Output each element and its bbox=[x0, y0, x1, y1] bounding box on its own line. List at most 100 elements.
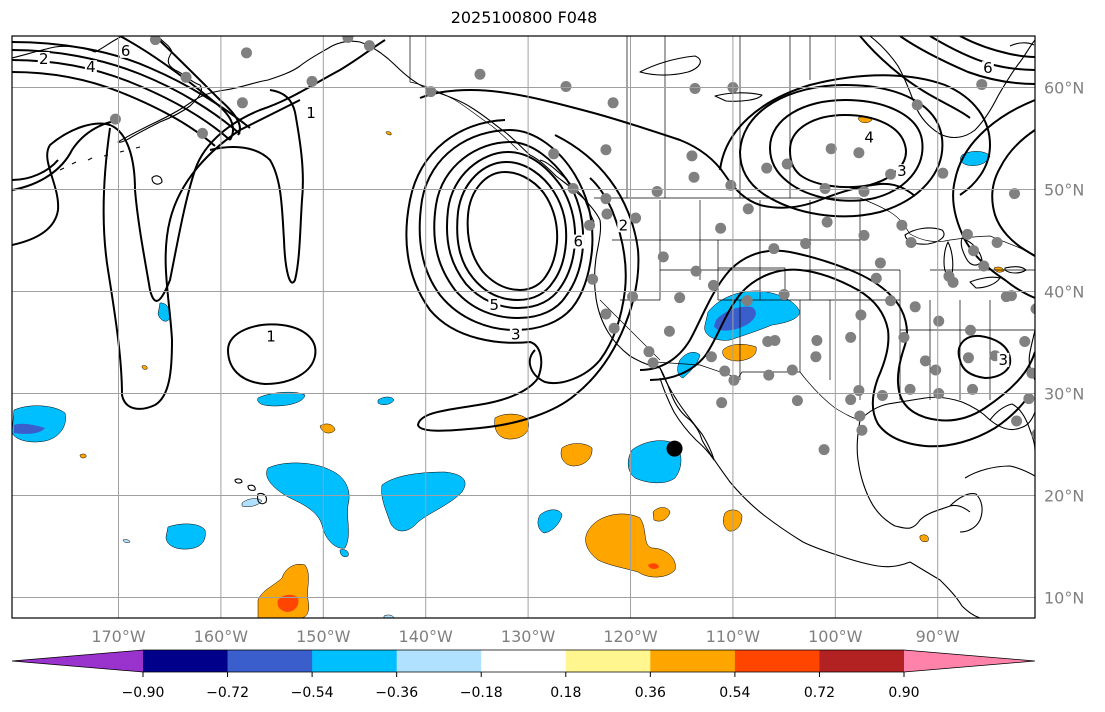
station-dot bbox=[896, 219, 908, 231]
longitude-labels: 170°W 160°W 150°W 140°W 130°W 120°W 110°W 100°W… bbox=[91, 627, 960, 646]
station-dot bbox=[109, 113, 121, 125]
station-dot bbox=[978, 260, 990, 272]
station-dot bbox=[567, 182, 579, 194]
anomaly-patch bbox=[993, 266, 1005, 273]
colorbar-segment bbox=[650, 650, 736, 672]
station-dot bbox=[919, 355, 931, 367]
station-dot bbox=[716, 397, 728, 409]
lake-erie bbox=[969, 276, 1001, 289]
station-dot bbox=[241, 47, 253, 59]
station-dot bbox=[937, 167, 949, 179]
station-dot bbox=[991, 237, 1003, 249]
contour-line bbox=[12, 71, 216, 147]
station-dot bbox=[909, 301, 921, 313]
colorbar-segment bbox=[143, 650, 229, 672]
station-dot bbox=[854, 410, 866, 422]
colorbar-extend-high bbox=[904, 650, 1035, 672]
anomaly-patch bbox=[165, 523, 206, 550]
station-dot bbox=[1031, 429, 1035, 440]
station-dot bbox=[763, 369, 775, 381]
station-dot bbox=[608, 322, 620, 334]
station-dot bbox=[1009, 188, 1021, 200]
colorbar-tick-label: 0.72 bbox=[804, 685, 835, 701]
lon-tick-label: 120°W bbox=[603, 627, 658, 646]
lat-tick-label: 60°N bbox=[1044, 79, 1084, 98]
contour-line bbox=[12, 159, 59, 181]
contour-label-bg bbox=[305, 106, 318, 121]
station-dot bbox=[1043, 352, 1054, 363]
station-dot bbox=[778, 289, 790, 301]
station-dot bbox=[781, 158, 793, 170]
station-dot bbox=[855, 309, 867, 321]
colorbar-tick-label: −0.90 bbox=[122, 685, 165, 701]
contour-line bbox=[957, 334, 1012, 379]
contour-line bbox=[12, 39, 386, 302]
contour-label: 1 bbox=[266, 327, 276, 345]
contour-label-bg bbox=[895, 164, 908, 179]
station-dot bbox=[560, 80, 572, 92]
lat-tick-label: 50°N bbox=[1044, 181, 1084, 200]
station-dot bbox=[674, 292, 686, 304]
latitude-labels: 10°N 20°N 30°N 40°N 50°N 60°N bbox=[1044, 79, 1084, 608]
station-dot bbox=[647, 357, 659, 369]
station-dot bbox=[1030, 303, 1035, 315]
anomaly-patch bbox=[266, 462, 350, 549]
station-dot bbox=[811, 334, 823, 346]
colorbar-tick-label: −0.36 bbox=[375, 685, 418, 701]
coastline-mexico-west bbox=[701, 439, 911, 568]
anomaly-patch bbox=[381, 471, 466, 532]
station-dot bbox=[728, 374, 740, 386]
lat-tick-label: 20°N bbox=[1044, 487, 1084, 506]
coastline-yucatan bbox=[949, 493, 983, 533]
colorbar: −0.90 −0.72 −0.54 −0.36 −0.18 0.18 0.36 0.54 0.7… bbox=[11, 649, 1036, 701]
contour-line bbox=[227, 323, 317, 385]
anomaly-patch bbox=[122, 539, 131, 543]
colorbar-segment bbox=[312, 650, 398, 672]
station-dot bbox=[858, 186, 870, 198]
colorbar-tick-label: −0.54 bbox=[291, 685, 334, 701]
station-dot bbox=[964, 324, 976, 336]
station-dot bbox=[898, 331, 910, 343]
station-dot bbox=[180, 71, 192, 83]
contour-line bbox=[639, 249, 1035, 422]
colorbar-tick-label: 0.54 bbox=[719, 685, 750, 701]
coastline-cuba bbox=[964, 465, 1035, 479]
contour-line bbox=[12, 49, 241, 135]
anomaly-shading bbox=[12, 116, 1005, 618]
colorbar-segment bbox=[227, 650, 313, 672]
station-dot bbox=[761, 162, 773, 174]
station-dot bbox=[742, 203, 754, 215]
anomaly-patch bbox=[14, 423, 45, 434]
station-dot bbox=[1019, 335, 1031, 347]
contour-line bbox=[12, 119, 121, 191]
station-dot bbox=[1023, 393, 1035, 405]
station-dot bbox=[818, 444, 830, 456]
station-dot bbox=[962, 352, 974, 364]
coastline-arctic-islands bbox=[639, 42, 1035, 102]
contour-label: 3 bbox=[897, 162, 907, 180]
contour-label: 6 bbox=[983, 59, 993, 77]
colorbar-segment bbox=[565, 650, 651, 672]
contour-label: 2 bbox=[619, 216, 629, 234]
colorbar-tick-label: 0.36 bbox=[635, 685, 666, 701]
contour-label: 1 bbox=[306, 104, 316, 122]
station-dot bbox=[548, 148, 560, 160]
station-dot bbox=[663, 325, 675, 337]
contour-label: 3 bbox=[511, 325, 521, 343]
contour-line bbox=[719, 74, 991, 196]
station-dot bbox=[858, 229, 870, 241]
station-dot bbox=[825, 143, 837, 155]
contour-line bbox=[419, 89, 916, 209]
coastline-hawaii bbox=[234, 478, 267, 505]
station-dot bbox=[821, 216, 833, 228]
contour-line bbox=[991, 129, 1035, 257]
station-dot bbox=[905, 237, 917, 249]
station-dot bbox=[786, 364, 798, 376]
station-dot bbox=[791, 395, 803, 407]
map-background bbox=[12, 36, 1035, 618]
colorbar-segment bbox=[819, 650, 905, 672]
colorbar-tick-label: 0.18 bbox=[550, 685, 581, 701]
lon-tick-label: 150°W bbox=[296, 627, 351, 646]
contour-label: 2 bbox=[39, 50, 49, 68]
